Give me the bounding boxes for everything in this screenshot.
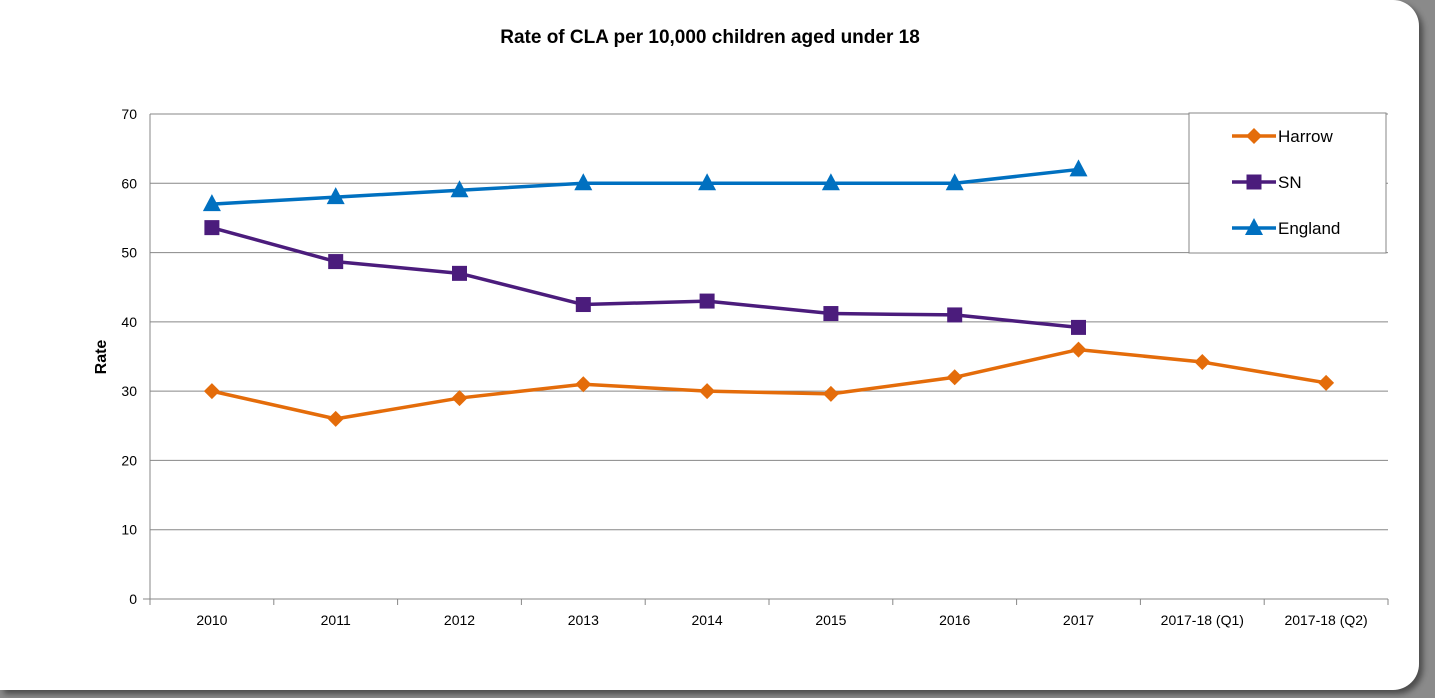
y-tick-label: 20	[121, 452, 137, 468]
x-tick-label: 2014	[692, 612, 723, 628]
data-point-harrow	[1318, 374, 1335, 391]
y-tick-label: 50	[121, 245, 137, 261]
chart-title: Rate of CLA per 10,000 children aged und…	[500, 27, 920, 48]
data-point-harrow	[1070, 341, 1087, 358]
y-tick-label: 10	[121, 522, 137, 538]
series-group	[202, 159, 1335, 427]
x-tick-label: 2013	[568, 612, 599, 628]
data-point-harrow	[946, 369, 963, 386]
legend-marker-sn	[1246, 174, 1262, 190]
data-point-england	[821, 173, 840, 191]
legend-item-harrow: Harrow	[1232, 127, 1334, 146]
y-axis-label: Rate	[93, 340, 110, 375]
data-point-harrow	[575, 376, 592, 393]
series-sn	[204, 220, 1086, 335]
legend-label-england: England	[1278, 219, 1340, 238]
data-point-harrow	[822, 385, 839, 402]
series-harrow	[203, 341, 1335, 427]
chart-frame	[0, 0, 1419, 690]
x-tick-label: 2017	[1063, 612, 1094, 628]
data-point-sn	[699, 293, 715, 309]
legend-label-harrow: Harrow	[1278, 127, 1334, 146]
data-point-harrow	[699, 383, 716, 400]
y-tick-label: 0	[129, 591, 137, 607]
legend-label-sn: SN	[1278, 173, 1302, 192]
x-tick-label: 2010	[196, 612, 227, 628]
data-point-harrow	[327, 410, 344, 427]
data-point-england	[326, 187, 345, 205]
y-tick-label: 60	[121, 175, 137, 191]
legend-box	[1188, 112, 1387, 254]
x-tick-label: 2017-18 (Q2)	[1284, 612, 1367, 628]
data-point-sn	[452, 265, 467, 281]
data-point-sn	[328, 254, 344, 270]
data-point-sn	[575, 297, 591, 313]
legend-item-england: England	[1232, 218, 1340, 238]
data-point-england	[574, 173, 593, 191]
data-point-england	[1069, 159, 1088, 177]
data-point-harrow	[451, 390, 468, 407]
legend: Harrow SN England	[1188, 112, 1387, 254]
data-point-england	[698, 173, 717, 191]
data-point-sn	[947, 307, 963, 323]
y-tick-label: 40	[121, 314, 137, 330]
x-tick-label: 2011	[321, 612, 351, 628]
data-point-sn	[823, 306, 839, 322]
data-point-england	[945, 173, 964, 191]
series-line-england	[211, 167, 1079, 206]
x-tick-label: 2016	[939, 612, 970, 628]
series-line-sn	[211, 225, 1079, 330]
data-point-harrow	[1194, 354, 1211, 371]
data-point-sn	[1071, 319, 1086, 335]
x-tick-label: 2012	[444, 612, 475, 628]
x-tick-label: 2015	[815, 612, 846, 628]
y-tick-label: 30	[121, 383, 137, 399]
x-tick-label: 2017-18 (Q1)	[1161, 612, 1244, 628]
axes: 0 10 20 30 40 50 60 70 2010 2011 2012 2013 2014 2015 2…	[121, 106, 1389, 628]
legend-marker-harrow	[1246, 128, 1262, 144]
data-point-sn	[204, 220, 220, 236]
data-point-england	[202, 194, 221, 212]
legend-marker-england	[1245, 218, 1263, 235]
data-point-harrow	[203, 383, 220, 400]
y-tick-label: 70	[121, 106, 137, 122]
series-line-harrow	[211, 347, 1327, 421]
data-point-england	[450, 180, 469, 198]
legend-item-sn: SN	[1232, 173, 1302, 192]
series-england	[202, 159, 1088, 212]
